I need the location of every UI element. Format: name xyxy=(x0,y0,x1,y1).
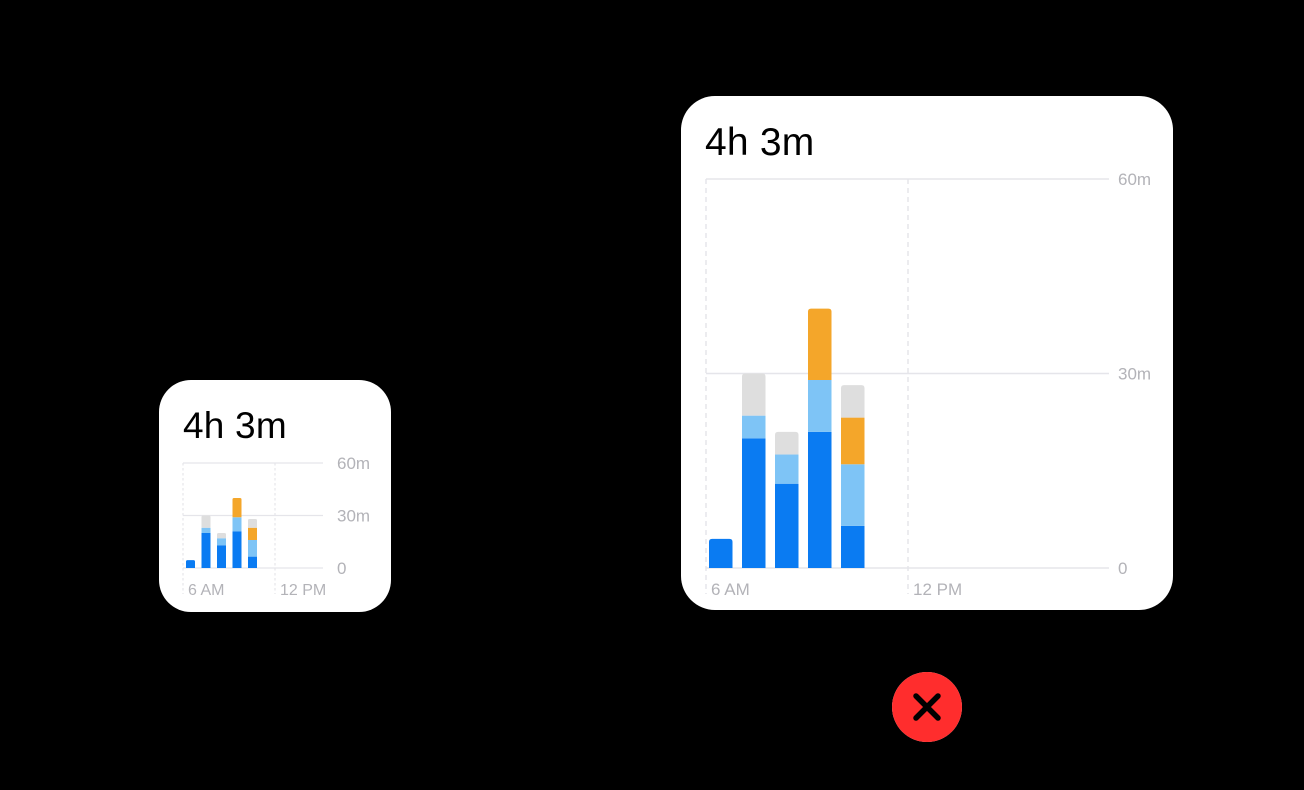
bar-segment-light-blue xyxy=(202,528,211,533)
hour-bar xyxy=(186,560,195,568)
y-tick-label: 0 xyxy=(337,559,346,578)
y-tick-label: 30m xyxy=(337,507,370,526)
hour-bar xyxy=(841,385,865,568)
hour-bar xyxy=(709,539,733,568)
y-tick-label: 30m xyxy=(1118,365,1151,384)
bar-segment-gray xyxy=(248,519,257,528)
bar-segment-orange xyxy=(233,498,242,517)
usage-bar-chart: 60m 30m 0 6 AM 12 PM xyxy=(159,380,391,612)
bar-segment-orange xyxy=(248,528,257,540)
hour-bar xyxy=(248,519,257,568)
bar-segment-primary-blue xyxy=(775,484,799,568)
bar-segment-primary-blue xyxy=(186,560,195,568)
hour-bar xyxy=(202,516,211,569)
x-tick-label: 6 AM xyxy=(711,580,750,599)
bar-segment-primary-blue xyxy=(217,545,226,568)
bar-segment-gray xyxy=(202,516,211,528)
bar-segment-orange xyxy=(808,309,832,380)
bar-segment-primary-blue xyxy=(709,539,733,568)
bar-segment-primary-blue xyxy=(742,438,766,568)
bar-segment-primary-blue xyxy=(202,533,211,568)
bar-segment-light-blue xyxy=(808,380,832,432)
bar-segment-primary-blue xyxy=(808,432,832,568)
hour-bar xyxy=(233,498,242,568)
x-tick-label: 6 AM xyxy=(188,582,224,599)
bar-segment-gray xyxy=(841,385,865,417)
y-tick-label: 60m xyxy=(1118,170,1151,189)
bar-segment-gray xyxy=(217,533,226,538)
usage-bar-chart: 60m 30m 0 6 AM 12 PM xyxy=(681,96,1173,610)
hour-bar xyxy=(217,533,226,568)
bar-segment-light-blue xyxy=(742,416,766,439)
bar-segment-orange xyxy=(841,418,865,465)
bar-segment-light-blue xyxy=(217,538,226,545)
x-tick-label: 12 PM xyxy=(913,580,962,599)
hour-bar xyxy=(775,432,799,568)
bar-segment-light-blue xyxy=(248,540,257,557)
bar-segment-primary-blue xyxy=(841,526,865,568)
bar-segment-gray xyxy=(775,432,799,455)
remove-widget-button[interactable] xyxy=(892,672,962,742)
hour-bar xyxy=(808,309,832,568)
bar-segment-light-blue xyxy=(775,455,799,484)
bar-segment-primary-blue xyxy=(233,531,242,568)
bar-segment-primary-blue xyxy=(248,557,257,568)
hour-bar xyxy=(742,374,766,569)
close-x-icon xyxy=(892,672,962,742)
x-tick-label: 12 PM xyxy=(280,582,326,599)
screen-time-widget-medium[interactable]: 4h 3m 60m 30m 0 6 AM 12 PM xyxy=(681,96,1173,610)
y-tick-label: 60m xyxy=(337,454,370,473)
screen-time-widget-small[interactable]: 4h 3m 60m 30m 0 6 AM 12 PM xyxy=(159,380,391,612)
bar-segment-light-blue xyxy=(841,464,865,526)
bar-segment-gray xyxy=(742,374,766,416)
bar-segment-light-blue xyxy=(233,517,242,531)
y-tick-label: 0 xyxy=(1118,559,1127,578)
